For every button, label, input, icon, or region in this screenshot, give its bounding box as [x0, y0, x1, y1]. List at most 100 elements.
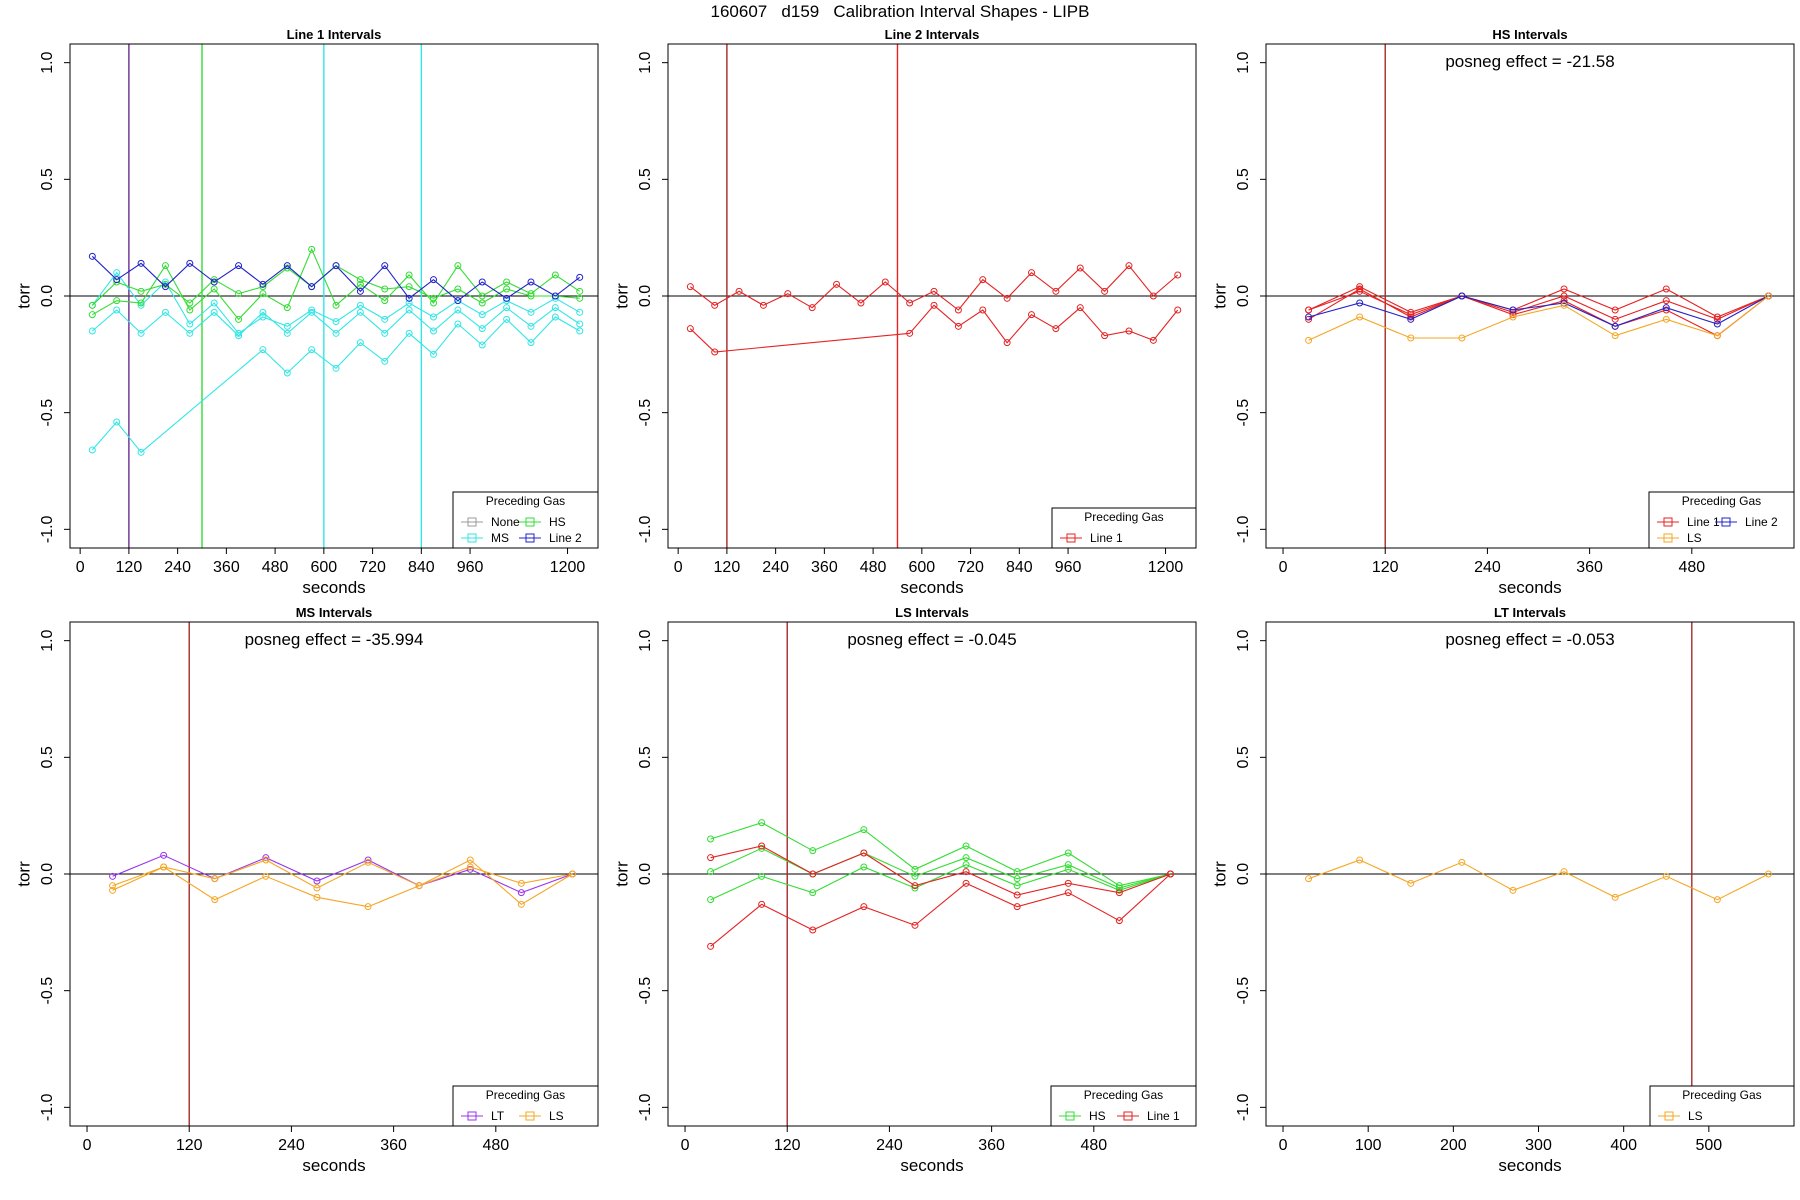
data-point: [313, 884, 321, 892]
y-tick-label: 0.0: [637, 285, 654, 307]
data-point: [478, 325, 486, 333]
data-point: [210, 278, 218, 286]
data-point: [262, 856, 270, 864]
data-point: [405, 283, 413, 291]
data-point: [551, 271, 559, 279]
data-point: [954, 322, 962, 330]
data-point: [1662, 304, 1670, 312]
data-point: [860, 903, 868, 911]
x-tick-label: 480: [1080, 1137, 1107, 1154]
data-point: [186, 306, 194, 314]
legend: Preceding Gas LS: [1649, 1085, 1795, 1127]
panel-title: Line 2 Intervals: [885, 27, 980, 42]
data-point: [517, 900, 525, 908]
chart-panel-2: Line 2 Intervals 0 120 240 360 480 600 720 840 96…: [612, 27, 1197, 597]
series-line: [112, 859, 573, 889]
data-point: [1611, 322, 1619, 330]
data-point: [161, 283, 169, 291]
data-point: [1028, 311, 1036, 319]
x-tick-label: 240: [762, 559, 789, 576]
data-point: [109, 886, 117, 894]
x-tick-label: 720: [359, 559, 386, 576]
legend-item-label: LT: [491, 1109, 505, 1123]
legend-swatch-marker: [467, 517, 477, 527]
legend-swatch-marker: [1664, 1111, 1674, 1121]
data-point: [356, 287, 364, 295]
y-tick-label: 0.5: [1235, 168, 1252, 190]
x-axis-label: seconds: [900, 578, 963, 597]
data-point: [527, 308, 535, 316]
data-point: [211, 875, 219, 883]
x-axis-label: seconds: [302, 1156, 365, 1175]
data-point: [954, 306, 962, 314]
data-point: [759, 301, 767, 309]
data-point: [405, 306, 413, 314]
data-point: [527, 292, 535, 300]
data-point: [503, 278, 511, 286]
y-tick-label: -0.5: [1235, 399, 1252, 427]
panel-title: LS Intervals: [895, 605, 969, 620]
legend-box: [1051, 507, 1197, 549]
y-tick-label: 1.0: [39, 51, 56, 73]
panel-title: Line 1 Intervals: [287, 27, 382, 42]
data-point: [962, 868, 970, 876]
series-line: [1308, 859, 1769, 901]
data-point: [551, 294, 559, 302]
data-point: [707, 942, 715, 950]
data-point: [356, 276, 364, 284]
data-point: [1662, 315, 1670, 323]
data-point: [186, 259, 194, 267]
data-point: [1174, 306, 1182, 314]
data-point: [160, 863, 168, 871]
data-point: [1764, 870, 1772, 878]
data-point: [962, 879, 970, 887]
data-point: [1407, 313, 1415, 321]
x-tick-label: 120: [116, 559, 143, 576]
y-tick-label: -0.5: [39, 399, 56, 427]
x-tick-label: 600: [310, 559, 337, 576]
x-tick-label: 720: [957, 559, 984, 576]
data-point: [308, 283, 316, 291]
series-group: [1305, 283, 1772, 344]
data-point: [1509, 308, 1517, 316]
y-tick-label: 1.0: [39, 629, 56, 651]
y-tick-label: 1.0: [1235, 51, 1252, 73]
data-point: [1305, 875, 1313, 883]
x-tick-label: 0: [674, 559, 683, 576]
data-point: [784, 290, 792, 298]
y-tick-label: 1.0: [637, 51, 654, 73]
x-axis-label: seconds: [1498, 1156, 1561, 1175]
data-point: [283, 329, 291, 337]
legend-swatch-marker: [467, 533, 477, 543]
legend-swatch-marker: [525, 533, 535, 543]
data-point: [707, 868, 715, 876]
data-point: [381, 315, 389, 323]
data-point: [1407, 315, 1415, 323]
data-point: [1407, 879, 1415, 887]
data-point: [808, 304, 816, 312]
data-point: [259, 346, 267, 354]
data-point: [283, 304, 291, 312]
data-point: [551, 292, 559, 300]
data-point: [1509, 306, 1517, 314]
data-point: [1064, 865, 1072, 873]
data-point: [503, 285, 511, 293]
data-point: [405, 294, 413, 302]
data-point: [711, 348, 719, 356]
data-point: [1713, 315, 1721, 323]
data-point: [161, 262, 169, 270]
legend: Preceding Gas LT LS: [452, 1085, 599, 1127]
data-point: [551, 313, 559, 321]
data-point: [1713, 332, 1721, 340]
data-point: [381, 297, 389, 305]
posneg-annotation: posneg effect = -21.58: [1445, 52, 1614, 71]
data-point: [1101, 287, 1109, 295]
data-point: [161, 308, 169, 316]
data-point: [1509, 313, 1517, 321]
y-axis-label: torr: [612, 283, 631, 309]
data-point: [262, 854, 270, 862]
y-axis-label: torr: [1210, 283, 1229, 309]
data-point: [517, 889, 525, 897]
x-tick-label: 480: [860, 559, 887, 576]
